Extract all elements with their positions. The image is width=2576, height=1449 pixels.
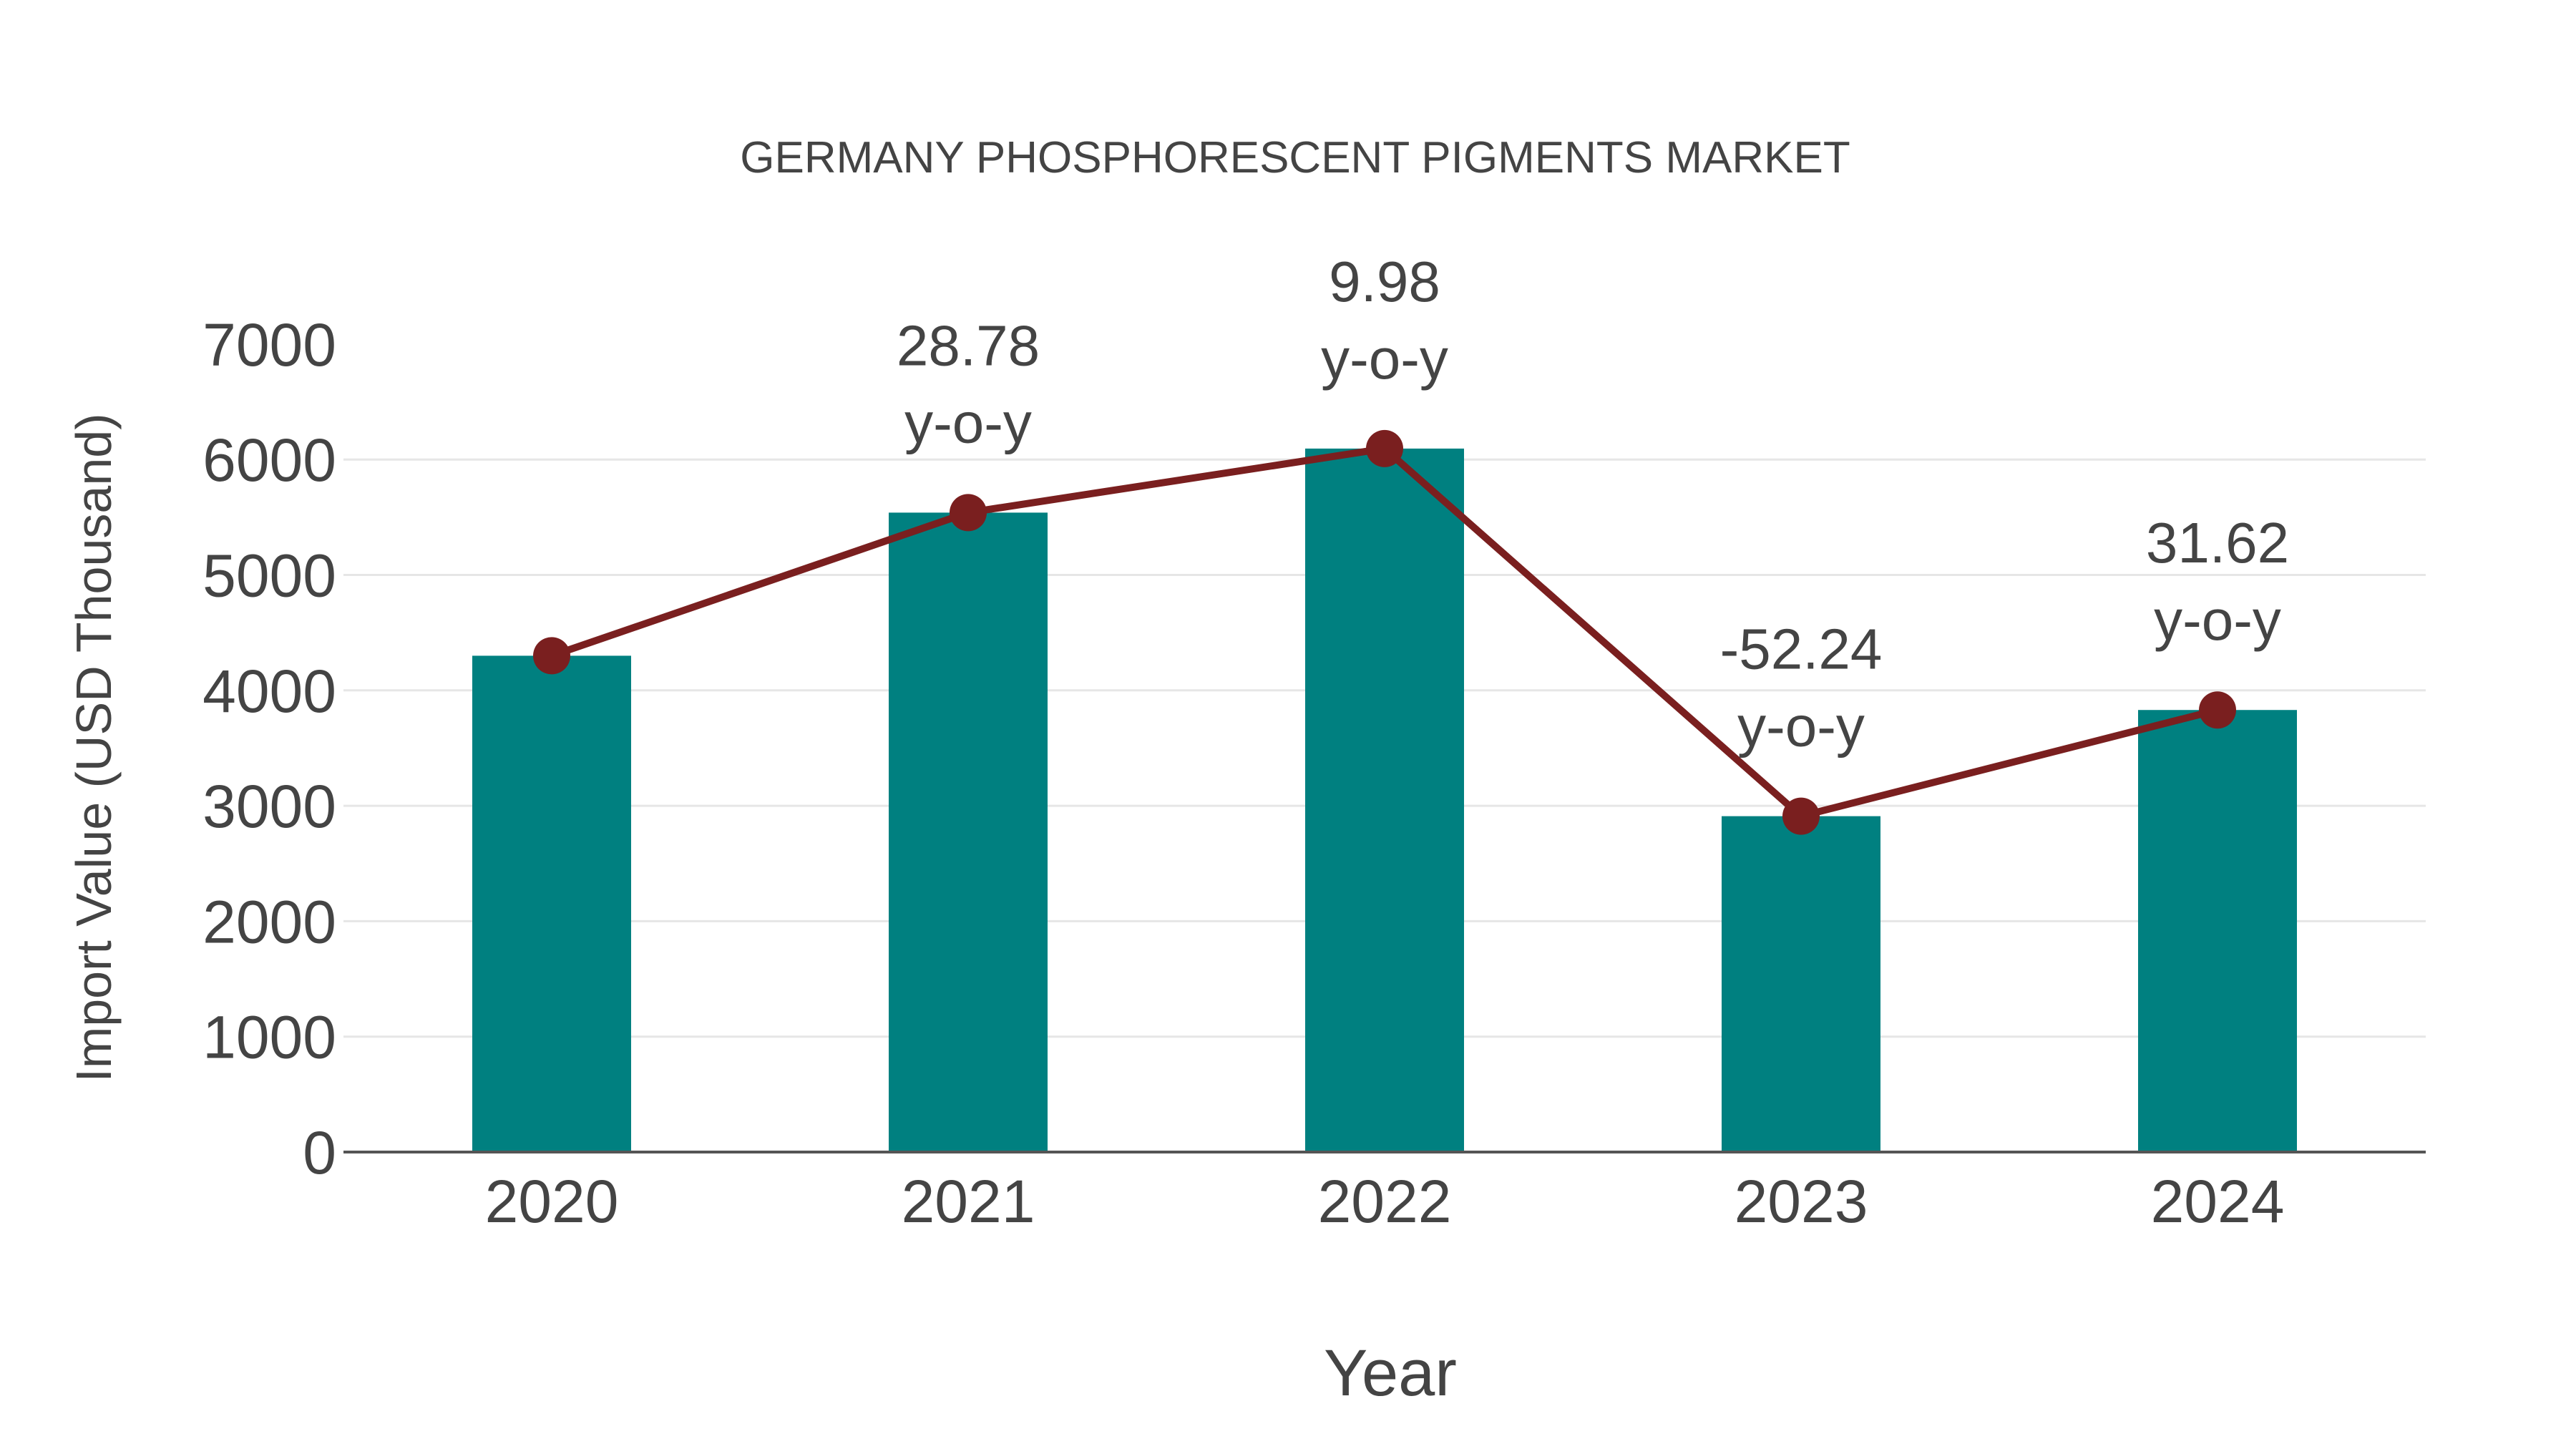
marker-2020[interactable] — [533, 637, 570, 675]
yoy-suffix: y-o-y — [2154, 588, 2281, 652]
yoy-value: 28.78 — [897, 313, 1040, 377]
x-axis-ticks: 2020 2021 2022 2023 2024 — [485, 1168, 2285, 1235]
x-tick-label: 2024 — [2151, 1168, 2285, 1235]
bar-2023[interactable] — [1722, 816, 1880, 1152]
y-tick-label: 5000 — [203, 542, 336, 610]
yoy-value: 31.62 — [2146, 511, 2289, 575]
y-tick-label: 6000 — [203, 426, 336, 494]
marker-2022[interactable] — [1366, 429, 1403, 467]
bar-2022[interactable] — [1305, 448, 1464, 1152]
y-tick-label: 3000 — [203, 773, 336, 840]
marker-2021[interactable] — [950, 494, 987, 532]
yoy-suffix: y-o-y — [904, 391, 1032, 454]
x-axis-title: Year — [1324, 1337, 1457, 1410]
yoy-value: 9.98 — [1329, 250, 1440, 313]
y-tick-label: 1000 — [203, 1004, 336, 1071]
yoy-value: -52.24 — [1720, 618, 1883, 681]
y-tick-label: 7000 — [203, 311, 336, 379]
x-tick-label: 2022 — [1318, 1168, 1452, 1235]
yoy-annotation-2022: 9.98 y-o-y — [1321, 250, 1448, 391]
bar-2020[interactable] — [472, 655, 631, 1152]
yoy-annotation-2024: 31.62 y-o-y — [2146, 511, 2289, 652]
marker-2024[interactable] — [2199, 691, 2236, 729]
x-tick-label: 2020 — [485, 1168, 619, 1235]
y-tick-label: 0 — [303, 1119, 336, 1186]
x-tick-label: 2023 — [1735, 1168, 1868, 1235]
bar-2024[interactable] — [2138, 710, 2297, 1152]
chart-title: GERMANY PHOSPHORESCENT PIGMENTS MARKET — [740, 133, 1850, 182]
yoy-annotations: 28.78 y-o-y 9.98 y-o-y -52.24 y-o-y 31.62 y-o-y — [897, 250, 2289, 758]
x-tick-label: 2021 — [902, 1168, 1035, 1235]
y-axis-title: Import Value (USD Thousand) — [66, 413, 122, 1082]
line-series — [533, 429, 2236, 835]
y-axis-ticks: 0 1000 2000 3000 4000 5000 6000 7000 — [203, 311, 336, 1186]
y-tick-label: 2000 — [203, 888, 336, 955]
yoy-suffix: y-o-y — [1321, 327, 1448, 391]
marker-2023[interactable] — [1782, 797, 1820, 835]
yoy-annotation-2023: -52.24 y-o-y — [1720, 618, 1883, 758]
yoy-annotation-2021: 28.78 y-o-y — [897, 313, 1040, 454]
y-tick-label: 4000 — [203, 658, 336, 725]
bar-series — [343, 448, 2426, 1153]
bar-2021[interactable] — [889, 512, 1048, 1152]
yoy-suffix: y-o-y — [1737, 695, 1865, 758]
